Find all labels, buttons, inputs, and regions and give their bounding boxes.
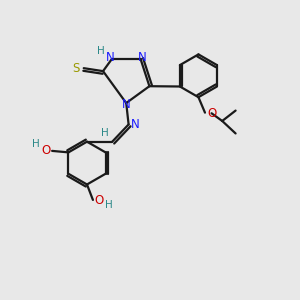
Text: O: O	[41, 144, 50, 157]
Text: N: N	[106, 51, 115, 64]
Text: N: N	[122, 98, 130, 111]
Text: S: S	[73, 62, 80, 75]
Text: H: H	[32, 140, 40, 149]
Text: H: H	[97, 46, 104, 56]
Text: H: H	[101, 128, 109, 138]
Text: N: N	[131, 118, 140, 131]
Text: O: O	[207, 107, 216, 120]
Text: O: O	[95, 194, 104, 207]
Text: N: N	[138, 51, 146, 64]
Text: H: H	[104, 200, 112, 210]
